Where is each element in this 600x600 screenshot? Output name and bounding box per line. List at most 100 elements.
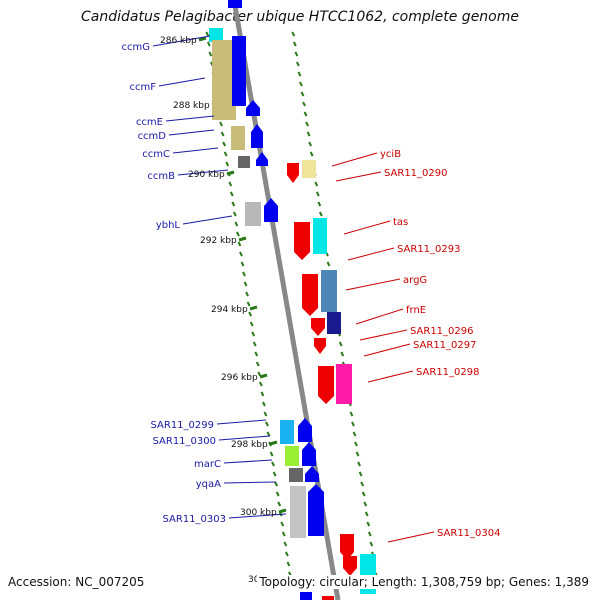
tick-dot: [257, 371, 262, 377]
gene-block: [300, 592, 312, 600]
tick-dot: [248, 311, 253, 317]
tick-dot: [274, 481, 279, 487]
leader-line: [152, 35, 211, 47]
tick-dot: [292, 41, 297, 47]
tick-dot: [318, 211, 323, 217]
kbp-tick: [226, 170, 235, 176]
gene-arrow-reverse: [287, 163, 299, 183]
tick-dot: [237, 241, 242, 247]
gene-block: [327, 312, 341, 334]
leader-line: [335, 171, 382, 182]
tick-dot: [232, 211, 237, 217]
tick-dot: [306, 131, 311, 137]
gene-features: [209, 0, 376, 600]
tick-dot: [299, 81, 303, 87]
tick-dot: [255, 361, 260, 367]
gene-label: SAR11_0300: [153, 436, 217, 447]
tick-dot: [357, 461, 361, 467]
gene-label: ccmC: [142, 149, 170, 160]
tick-dot: [275, 491, 280, 497]
leader-line: [363, 343, 411, 357]
gene-label: SAR11_0299: [151, 420, 215, 431]
tick-dot: [206, 41, 211, 47]
tick-dot: [303, 111, 308, 117]
tick-dot: [220, 131, 225, 137]
tick-dot: [364, 511, 369, 517]
tick-dot: [283, 541, 288, 547]
tick-dot: [281, 531, 286, 537]
kbp-tick: [198, 36, 207, 42]
genome-stats-text: Topology: circular; Length: 1,308,759 bp…: [257, 575, 589, 589]
gene-label: argG: [403, 275, 427, 286]
tick-dot: [225, 161, 230, 167]
gene-block: [321, 270, 337, 312]
tick-dot: [354, 441, 358, 447]
tick-dot: [308, 141, 313, 147]
gene-label: marC: [194, 459, 221, 470]
tick-dot: [236, 231, 240, 237]
tick-dot: [222, 141, 227, 147]
gene-arrow-reverse: [318, 366, 334, 404]
gene-label: SAR11_0303: [163, 514, 227, 525]
leader-line: [228, 513, 287, 519]
leader-line: [367, 370, 414, 383]
gene-label: SAR11_0293: [397, 244, 461, 255]
gene-block: [285, 446, 299, 466]
tick-dot: [246, 301, 251, 307]
gene-arrow-reverse: [314, 338, 326, 354]
gene-block: [289, 468, 303, 482]
kbp-label: 288 kbp: [173, 101, 210, 111]
tick-dot: [263, 411, 268, 417]
gene-label: ccmG: [122, 42, 151, 53]
tick-dot: [219, 121, 223, 127]
tick-dot: [349, 411, 354, 417]
gene-label: SAR11_0304: [437, 528, 501, 539]
leader-line: [345, 278, 401, 291]
gene-label: ybhL: [156, 220, 181, 231]
leader-line: [177, 169, 229, 176]
kbp-label: 292 kbp: [200, 236, 237, 246]
tick-dot: [326, 261, 331, 267]
leader-line: [158, 77, 206, 87]
map-title: Candidatus Pelagibacter ubique HTCC1062,…: [80, 9, 519, 25]
gene-block: [231, 126, 245, 150]
tick-dot: [254, 351, 259, 357]
tick-dot: [205, 31, 210, 37]
tick-dot: [352, 431, 357, 437]
kbp-tick: [238, 236, 247, 242]
leader-line: [168, 129, 215, 136]
tick-dot: [240, 261, 245, 267]
gene-label: ccmE: [136, 117, 163, 128]
gene-arrow-reverse: [340, 534, 354, 560]
tick-dot: [239, 251, 243, 257]
leader-line: [223, 459, 273, 464]
gene-block: [280, 420, 294, 444]
kbp-tick: [259, 373, 268, 379]
leader-line: [355, 308, 404, 325]
leader-line: [223, 481, 277, 484]
tick-dot: [302, 101, 306, 107]
tick-dot: [277, 501, 282, 507]
tick-dot: [338, 341, 343, 347]
leader-line: [218, 435, 271, 441]
labels: 286 kbp 288 kbp 290 kbp 292 kbp 294 kbp 296 k…: [122, 36, 501, 585]
gene-label: ccmD: [138, 131, 167, 142]
leader-line: [172, 147, 219, 154]
tick-dot: [363, 501, 368, 507]
tick-dot: [361, 491, 366, 497]
kbp-label: 294 kbp: [211, 305, 248, 315]
gene-arrow-reverse: [302, 274, 318, 316]
gene-block: [322, 596, 334, 600]
tick-dot: [269, 451, 274, 457]
tick-dot: [280, 521, 285, 527]
tick-dot: [284, 551, 289, 557]
tick-dot: [265, 421, 269, 427]
gene-arrow-forward: [302, 442, 316, 466]
tick-dot: [315, 191, 320, 197]
tick-dot: [355, 451, 360, 457]
gene-label: ccmF: [130, 82, 157, 93]
kbp-tick: [269, 440, 278, 446]
gene-block: [228, 0, 242, 8]
gene-block: [238, 156, 250, 168]
gene-arrow-forward: [246, 100, 260, 116]
